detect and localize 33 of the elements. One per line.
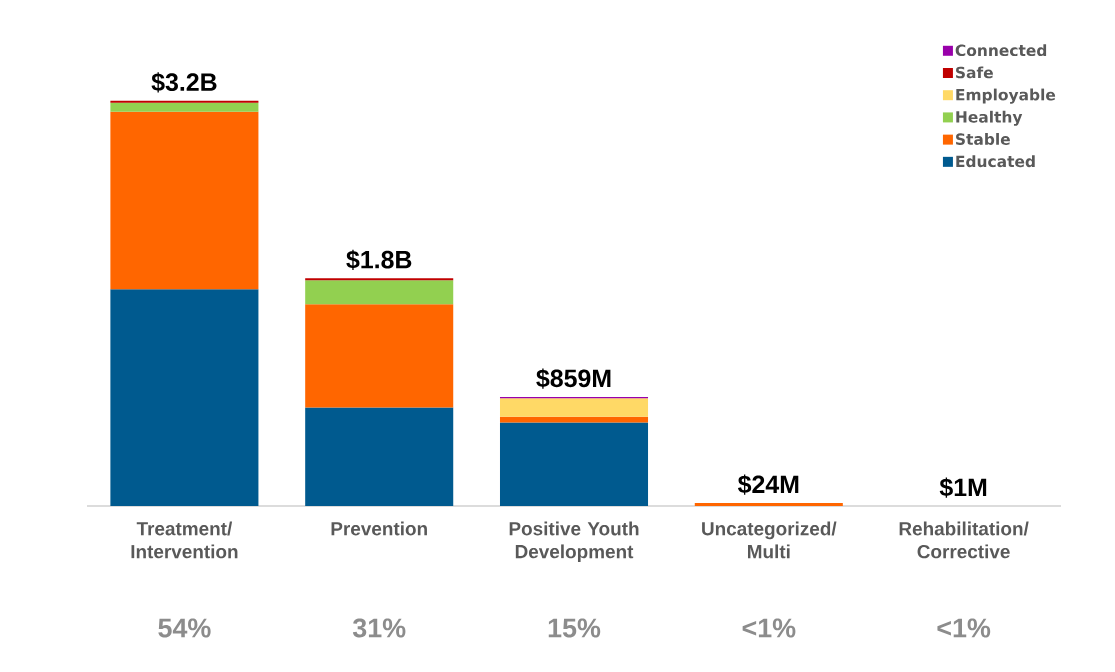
bar [305,278,454,281]
text: 54% [158,618,211,638]
text: <1% [937,618,991,638]
text: 15% [548,618,601,638]
legend-label: Safe [956,66,993,79]
annotation: $24M [737,474,799,495]
bar [110,100,259,103]
bar [499,422,649,506]
bar [110,102,259,112]
annotation: $859M [536,368,611,389]
x-tick-label: Treatment/ Intervention [131,521,238,559]
x-tick-label: Positive Youth Development [509,521,639,563]
annotation: $1M [939,477,987,498]
bar [499,416,649,423]
annotation: $3.2B [151,72,217,93]
legend-label: Healthy [956,110,1023,126]
bar [110,111,259,290]
x-tick-label: Rehabilitation/ Corrective [899,521,1029,559]
bar [499,398,649,417]
x-tick-label: Uncategorized/ Multi [702,521,837,559]
text: 31% [352,618,406,638]
bar [305,304,454,408]
text: <1% [742,618,796,638]
legend-label: Stable [956,133,1010,145]
bar [305,280,454,305]
bar [694,502,843,506]
bar [305,407,454,506]
legend-label: Connected [955,44,1047,57]
legend-label: Educated [956,155,1035,168]
bar [110,289,259,506]
x-tick-label: Prevention [331,521,427,536]
legend-label: Employable [956,88,1056,104]
annotation: $1.8B [346,249,412,271]
